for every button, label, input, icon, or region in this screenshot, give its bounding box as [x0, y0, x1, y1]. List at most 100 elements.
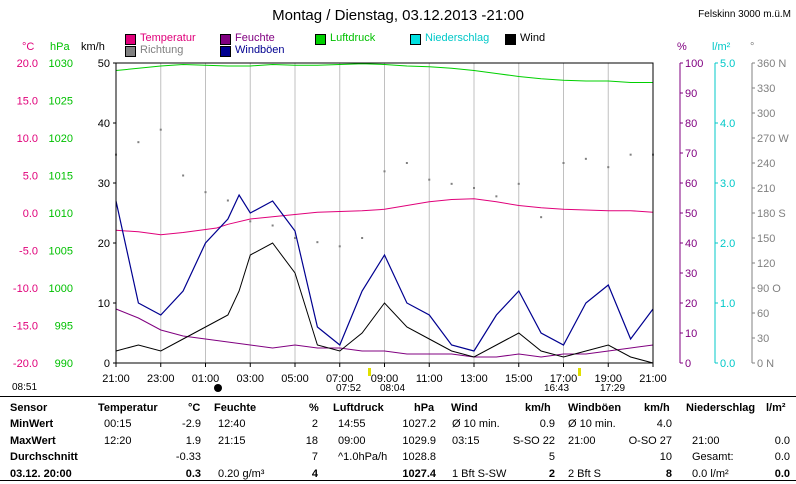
- dir-tick-label: 300: [757, 108, 775, 120]
- table-cell: 0.0: [774, 434, 790, 447]
- richtung-point: [450, 182, 453, 185]
- wind-tick-label: 10: [98, 298, 110, 310]
- table-cell: 2: [311, 418, 318, 430]
- dir-tick-label: 330: [757, 83, 775, 95]
- richtung-point: [316, 241, 319, 244]
- time-tick-label: 21:00: [639, 373, 667, 385]
- press-tick-label: 1015: [49, 171, 73, 183]
- press-tick-label: 1030: [49, 58, 73, 70]
- press-tick-label: 1020: [49, 133, 73, 145]
- table-separator-top: [0, 396, 796, 397]
- richtung-point: [495, 195, 498, 198]
- dir-tick-label: 60: [757, 308, 769, 320]
- time-tick-label: 11:00: [416, 373, 443, 385]
- table-cell: 21:15: [218, 434, 246, 447]
- table-cell: 1027.4: [402, 467, 436, 480]
- richtung-point: [338, 245, 341, 248]
- sunset-marker: [578, 368, 581, 376]
- time-tick-label: 17:00: [550, 373, 578, 385]
- chart-title: Montag / Dienstag, 03.12.2013 -21:00: [272, 7, 524, 24]
- legend-label-wind: Wind: [520, 32, 546, 44]
- series-line-feuchte: [115, 308, 654, 358]
- richtung-point: [294, 237, 296, 239]
- chart-axes: 21:00 23:00 01:00 03:00 05:00 07:00 09:00 11:00…: [13, 58, 789, 392]
- richtung-point: [607, 166, 610, 169]
- table-cell: 1028.8: [402, 451, 436, 463]
- richtung-point: [204, 191, 207, 194]
- legend-label-richtung: Richtung: [140, 44, 184, 56]
- legend-label-niederschlag: Niederschlag: [425, 32, 490, 44]
- temp-tick-label: 0.0: [23, 208, 38, 220]
- table-cell: 2 Bft S: [568, 467, 602, 480]
- table-cell: ^1.0hPa/h: [338, 451, 388, 463]
- table-cell: 12:20: [104, 434, 132, 447]
- richtung-point: [584, 157, 587, 160]
- legend-label-feuchte: Feuchte: [235, 32, 275, 44]
- table-cell: 0.9: [539, 418, 555, 430]
- hum-tick-label: 80: [685, 118, 697, 130]
- dir-unit-label: °: [750, 41, 755, 53]
- time-tick-label: 03:00: [236, 373, 264, 385]
- legend-swatch-richtung: [125, 46, 136, 57]
- station-name: Felskinn 3000 m.ü.M: [698, 9, 791, 20]
- hdr-wind-unit: km/h: [525, 402, 551, 414]
- temp-tick-label: -5.0: [19, 246, 38, 258]
- hdr-windboeen: Windböen: [568, 402, 622, 414]
- rain-tick-label: 5.0: [720, 58, 735, 70]
- hum-tick-label: 100: [685, 58, 703, 70]
- table-cell: 8: [665, 467, 672, 480]
- table-cell: S-SO 22: [512, 434, 555, 447]
- hum-tick-label: 90: [685, 88, 697, 100]
- hdr-feuchte: Feuchte: [214, 402, 257, 414]
- rain-tick-label: 0.0: [720, 358, 735, 370]
- time-tick-label: 05:00: [281, 373, 309, 385]
- table-cell: 0.0 l/m²: [692, 467, 729, 480]
- chart-grid: [160, 63, 609, 363]
- time-tick-label: 23:00: [147, 373, 175, 385]
- table-cell: 21:00: [568, 434, 596, 447]
- rain-tick-label: 4.0: [720, 118, 735, 130]
- hum-tick-label: 70: [685, 148, 697, 160]
- table-row-label: MinWert: [10, 418, 54, 430]
- richtung-point: [249, 220, 252, 223]
- hum-tick-label: 50: [685, 208, 697, 220]
- richtung-point: [405, 162, 408, 164]
- temp-tick-label: -10.0: [13, 283, 38, 295]
- dir-tick-label: 360 N: [757, 58, 786, 70]
- hdr-luftdruck-unit: hPa: [414, 402, 435, 414]
- series-line-wind: [115, 242, 654, 364]
- legend-swatch-temperatur: [125, 34, 136, 45]
- legend-swatch-feuchte: [220, 34, 231, 45]
- sunset-time: 16:43: [544, 383, 570, 394]
- table-cell: 0.0: [774, 451, 790, 463]
- press-tick-label: 1010: [49, 208, 73, 220]
- hum-tick-label: 10: [685, 328, 697, 340]
- table-cell: 18: [305, 434, 318, 447]
- temp-tick-label: 5.0: [23, 171, 38, 183]
- time-tick-label: 13:00: [460, 373, 488, 385]
- table-cell: Ø 10 min.: [452, 418, 500, 430]
- temp-unit-label: °C: [22, 41, 35, 53]
- legend-swatch-wind: [505, 34, 516, 45]
- table-cell: O-SO 27: [628, 434, 672, 447]
- table-cell: 14:55: [338, 418, 366, 430]
- wind-tick-label: 20: [98, 238, 110, 250]
- hum-tick-label: 40: [685, 238, 697, 250]
- time-tick-label: 21:00: [102, 373, 130, 385]
- table-cell: 1 Bft S-SW: [452, 467, 507, 480]
- hdr-temperatur: Temperatur: [98, 402, 158, 414]
- richtung-point: [137, 141, 140, 144]
- table-cell: 5: [548, 451, 555, 463]
- table-cell: 1029.9: [402, 434, 436, 447]
- richtung-point: [562, 162, 565, 164]
- dir-tick-label: 240: [757, 158, 775, 170]
- hdr-temp-unit: °C: [188, 402, 201, 414]
- richtung-point: [473, 187, 475, 189]
- wind-tick-label: 50: [98, 58, 110, 70]
- table-cell: 0.0: [774, 467, 790, 480]
- sunrise-time-2: 08:04: [380, 383, 406, 394]
- hdr-niederschlag: Niederschlag: [686, 402, 756, 414]
- time-tick-label: 07:00: [326, 373, 354, 385]
- hum-tick-label: 60: [685, 178, 697, 190]
- table-cell: 1.9: [185, 434, 201, 447]
